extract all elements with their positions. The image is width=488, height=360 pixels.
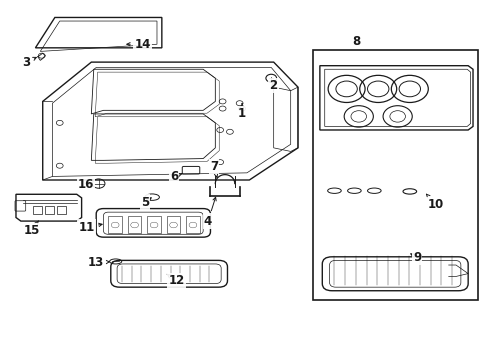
Bar (147, 216, 161, 233)
Text: 14: 14 (126, 38, 150, 51)
Text: 16: 16 (78, 178, 94, 191)
Text: 7: 7 (209, 160, 218, 177)
Text: 15: 15 (23, 221, 40, 237)
Text: 3: 3 (22, 55, 36, 69)
Bar (33, 206, 41, 214)
Polygon shape (319, 66, 472, 130)
Text: 12: 12 (167, 274, 184, 287)
Bar (45, 206, 54, 214)
Text: 13: 13 (88, 256, 109, 269)
Polygon shape (16, 194, 81, 221)
Text: 1: 1 (238, 103, 245, 120)
Bar (108, 216, 122, 233)
Bar (57, 206, 66, 214)
Text: 5: 5 (141, 195, 151, 209)
Text: 6: 6 (169, 170, 182, 183)
Text: 8: 8 (351, 35, 360, 48)
Text: 10: 10 (426, 194, 443, 211)
Text: 2: 2 (269, 79, 277, 92)
Bar (312, 50, 477, 300)
Text: 9: 9 (410, 251, 420, 264)
Bar (166, 216, 180, 233)
Bar (186, 216, 200, 233)
Bar (127, 216, 141, 233)
Text: 4: 4 (203, 197, 216, 228)
Text: 11: 11 (78, 221, 102, 234)
